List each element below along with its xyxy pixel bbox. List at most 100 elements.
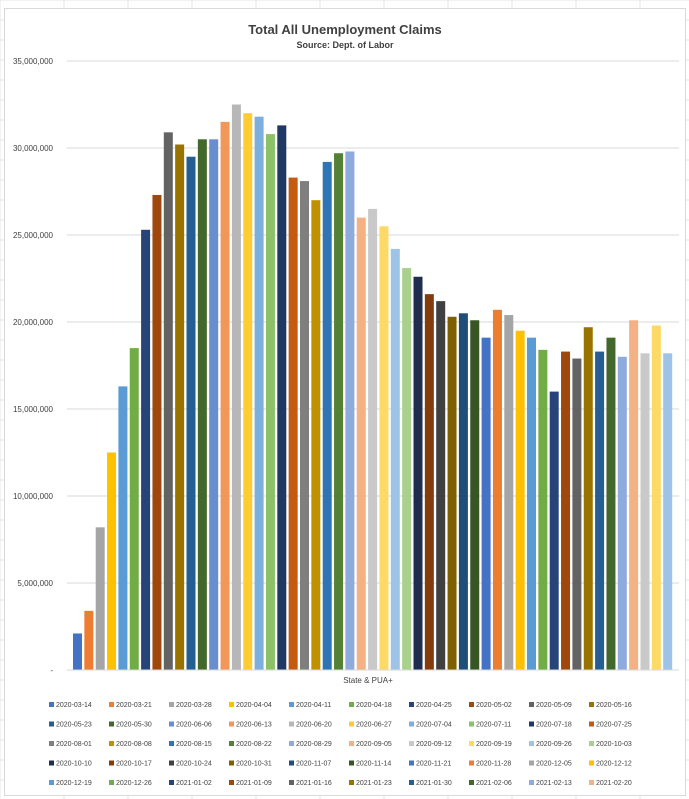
legend-label: 2020-06-13: [236, 722, 272, 729]
y-tick-label: -: [50, 666, 53, 675]
legend-swatch: [169, 741, 174, 746]
legend-label: 2020-11-28: [476, 761, 511, 768]
bar-2020-05-16: [175, 144, 185, 670]
legend-swatch: [169, 760, 174, 766]
legend-swatch: [109, 780, 114, 785]
legend-item: 2020-09-05: [349, 741, 392, 748]
legend-swatch: [109, 741, 114, 746]
y-tick-label: 25,000,000: [13, 231, 54, 240]
chart-area[interactable]: - 5,000,000 10,000,000 15,000,000 20,000,000…: [4, 8, 686, 796]
legend-label: 2021-01-30: [416, 780, 452, 787]
legend-item: 2020-10-24: [169, 760, 212, 768]
chart-subtitle: Source: Dept. of Labor: [296, 40, 394, 50]
y-tick-label: 5,000,000: [17, 579, 53, 588]
bar-2020-10-31: [447, 316, 457, 670]
legend-item: 2020-05-23: [49, 721, 92, 729]
bar-2021-01-30: [595, 351, 605, 670]
legend-item: 2020-09-19: [469, 741, 512, 748]
bar-2020-05-23: [186, 156, 196, 670]
legend-swatch: [469, 760, 474, 766]
legend-item: 2020-06-20: [289, 721, 332, 729]
legend-label: 2020-06-27: [356, 722, 392, 729]
legend-label: 2020-07-04: [416, 722, 452, 729]
bar-2021-01-09: [561, 351, 571, 670]
legend-item: 2020-06-27: [349, 721, 392, 729]
legend-swatch: [229, 721, 234, 727]
bar-2020-04-04: [107, 452, 117, 670]
bar-2020-06-13: [220, 121, 230, 670]
bar-2020-07-11: [265, 134, 275, 670]
legend-swatch: [289, 721, 294, 727]
legend-item: 2020-10-31: [229, 760, 272, 768]
legend-label: 2020-03-21: [116, 702, 152, 709]
legend-item: 2020-05-30: [109, 721, 152, 729]
legend-item: 2021-01-23: [349, 780, 392, 787]
legend-label: 2020-04-11: [296, 702, 331, 709]
legend-swatch: [529, 702, 534, 707]
legend-label: 2020-05-09: [536, 702, 572, 709]
legend-item: 2021-02-20: [589, 780, 632, 787]
legend-swatch: [109, 702, 114, 707]
legend-item: 2020-07-04: [409, 721, 452, 729]
legend-swatch: [349, 721, 354, 727]
legend-swatch: [589, 721, 594, 727]
legend-label: 2020-04-18: [356, 702, 392, 709]
legend-item: 2021-01-02: [169, 780, 212, 787]
bar-2020-07-18: [277, 125, 287, 670]
legend-label: 2020-11-21: [416, 761, 451, 768]
legend-swatch: [409, 741, 414, 746]
legend-label: 2020-12-19: [56, 780, 92, 787]
y-tick-label: 30,000,000: [13, 144, 54, 153]
y-tick-label: 15,000,000: [13, 405, 54, 414]
legend-item: 2020-05-16: [589, 702, 632, 709]
legend-item: 2020-04-18: [349, 702, 392, 709]
bar-2020-09-05: [356, 217, 366, 670]
legend-item: 2020-11-21: [409, 760, 451, 768]
bar-2020-12-05: [504, 315, 514, 670]
bar-2020-08-22: [334, 153, 344, 671]
legend-label: 2020-07-18: [536, 722, 572, 729]
legend-item: 2020-05-09: [529, 702, 572, 709]
legend-swatch: [229, 702, 234, 707]
legend-label: 2020-04-25: [416, 702, 452, 709]
bar-2020-04-18: [129, 348, 139, 670]
legend-label: 2020-12-26: [116, 780, 152, 787]
y-tick-label: 35,000,000: [13, 57, 54, 66]
legend-item: 2020-10-17: [109, 760, 152, 768]
legend-label: 2020-09-26: [536, 741, 572, 748]
legend-item: 2020-11-07: [289, 760, 331, 768]
y-tick-label: 20,000,000: [13, 318, 54, 327]
legend: 2020-03-14 2020-03-21 2020-03-28 2020-04-04…: [49, 702, 632, 787]
legend-swatch: [589, 741, 594, 746]
legend-item: 2020-03-14: [49, 702, 92, 709]
legend-swatch: [349, 702, 354, 707]
legend-label: 2020-03-14: [56, 702, 92, 709]
bar-2021-01-16: [572, 358, 582, 670]
legend-swatch: [169, 721, 174, 727]
legend-label: 2020-10-10: [56, 761, 92, 768]
legend-item: 2020-10-10: [49, 760, 92, 768]
bar-2020-09-26: [390, 248, 400, 671]
legend-label: 2021-01-23: [356, 780, 392, 787]
legend-label: 2020-10-17: [116, 761, 152, 768]
legend-item: 2020-03-28: [169, 702, 212, 709]
legend-swatch: [529, 780, 534, 785]
bar-2020-06-20: [231, 104, 241, 670]
legend-label: 2021-02-06: [476, 780, 512, 787]
legend-label: 2020-12-05: [536, 761, 572, 768]
bar-2020-03-14: [73, 633, 82, 670]
legend-item: 2020-11-14: [349, 760, 391, 768]
legend-swatch: [109, 760, 114, 766]
legend-item: 2021-01-16: [289, 780, 332, 787]
legend-swatch: [289, 702, 294, 707]
legend-swatch: [529, 721, 534, 727]
legend-item: 2020-08-08: [109, 741, 152, 748]
bar-2020-05-02: [152, 194, 162, 671]
bar-2020-07-04: [254, 116, 264, 671]
legend-swatch: [349, 780, 354, 785]
bar-2020-12-19: [527, 337, 536, 670]
bar-2021-01-02: [549, 391, 559, 670]
bar-2021-02-06: [606, 337, 616, 670]
legend-item: 2020-12-05: [529, 760, 572, 768]
legend-swatch: [49, 721, 54, 727]
